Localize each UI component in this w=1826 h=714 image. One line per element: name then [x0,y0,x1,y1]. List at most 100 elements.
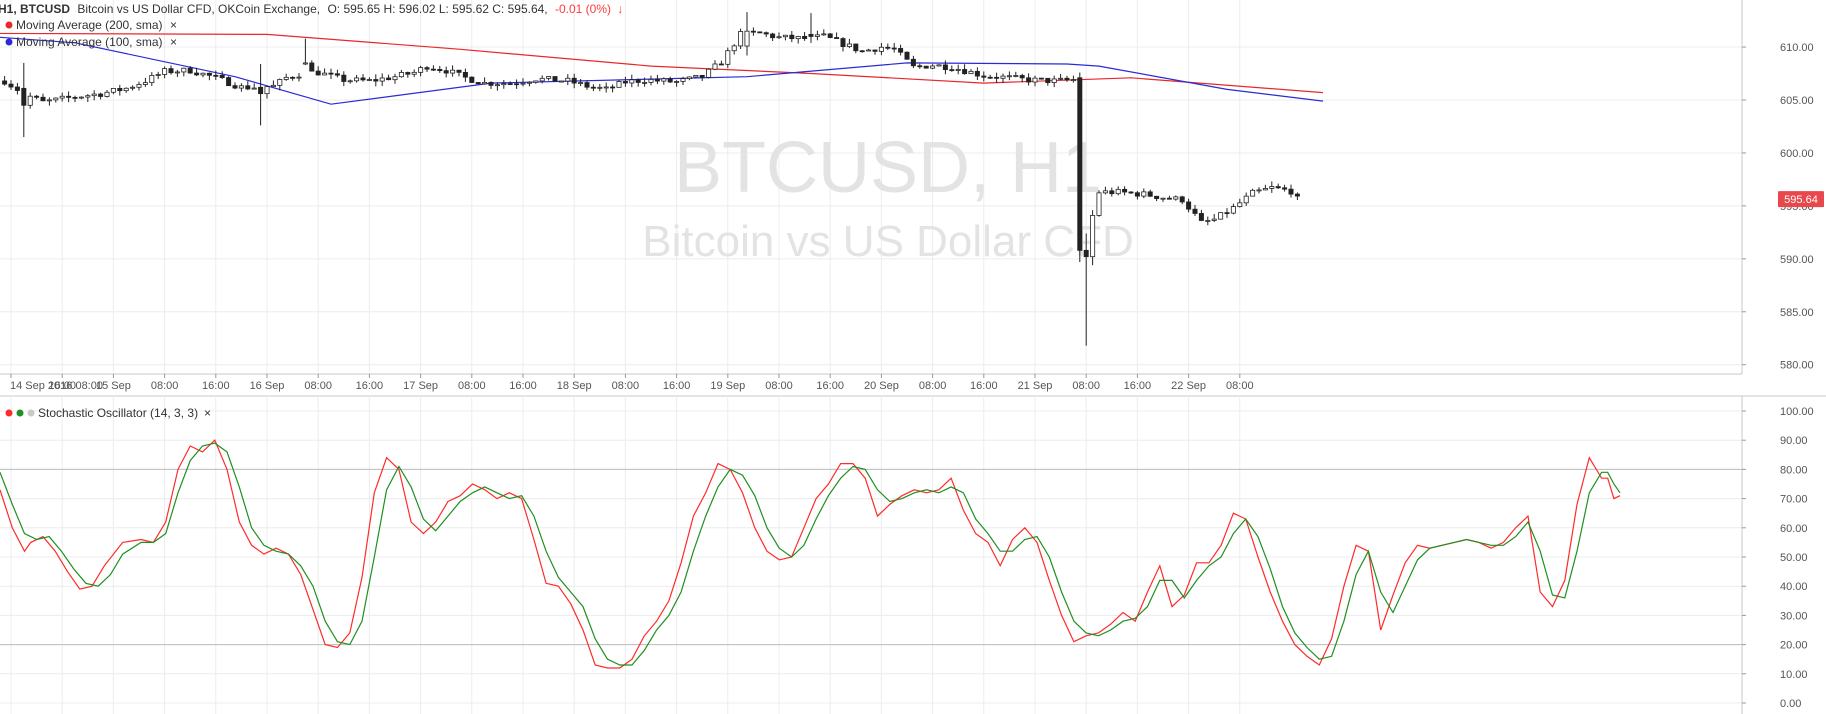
candle [1218,212,1224,220]
time-tick-label: 08:00 [765,380,793,392]
candle [526,81,532,87]
candle [1237,198,1243,208]
candle [795,35,801,44]
candle [1256,187,1262,194]
price-pane[interactable]: BTCUSD, H1 Bitcoin vs US Dollar CFD [0,0,1742,374]
candle-body [78,96,84,99]
candle-body [776,36,782,39]
candle-body [507,83,513,85]
stoch-tick-label: 30.00 [1780,610,1808,622]
candle [1013,71,1019,78]
candle-body [949,69,955,72]
candle-body [539,77,545,82]
price-tick-label: 610.00 [1780,42,1814,54]
stoch-tick-label: 70.00 [1780,494,1808,506]
symbol-label[interactable]: H1, BTCUSD [0,2,70,16]
candle [379,73,385,86]
candle-body [501,83,507,86]
candle [635,78,641,87]
candle-body [1269,186,1275,189]
candle-body [1019,75,1025,79]
candle-body [162,68,168,75]
candle [296,73,302,82]
candle-body [962,69,968,75]
candle [315,66,321,76]
candle [1122,186,1128,196]
stochastic-pane[interactable]: 100.00 90.00 80.00 70.00 60.00 50.00 40.00 30.0… [0,396,1814,714]
candle [590,84,596,92]
candle-body [853,43,859,52]
candle [885,43,891,51]
candle [354,74,360,83]
legend-stochastic[interactable]: Stochastic Oscillator (14, 3, 3) × [5,406,212,420]
price-tick-label: 585.00 [1780,307,1814,319]
candle [680,76,686,86]
candle [194,67,200,77]
candle [290,76,296,81]
candle-body [795,35,801,40]
candle [878,42,884,56]
candle-body [437,69,443,72]
candle [610,84,616,93]
candle [578,79,584,87]
candle-body [258,86,264,95]
legend-ma200[interactable]: Moving Average (200, sma) × [5,18,178,32]
time-tick-label: 08:00 [612,380,640,392]
candle-body [91,93,97,97]
candle [1243,192,1249,206]
candle [520,78,526,87]
candle [942,60,948,75]
candle [821,29,827,36]
legend-ma100[interactable]: Moving Average (100, sma) × [5,35,178,49]
candle [328,68,334,79]
close-icon[interactable]: × [204,406,211,420]
candle-body [206,72,212,76]
candle [501,79,507,89]
candle [1070,75,1076,83]
close-icon[interactable]: × [170,35,177,49]
price-axis[interactable]: 610.00605.00600.00595.00590.00585.00580.… [1741,0,1824,374]
candle [1192,205,1198,217]
candle [430,65,436,71]
candle [789,31,795,43]
candle-body [520,82,526,85]
candle [418,65,424,77]
candle-body [277,79,283,86]
candle [482,77,488,85]
candle [283,73,289,81]
candle [763,31,769,38]
candle [258,64,264,126]
candle-body [494,84,500,87]
close-icon[interactable]: × [170,18,177,32]
candle-body [72,96,78,99]
candle-body [245,85,251,90]
candle-body [1000,75,1006,79]
candle-body [1237,202,1243,207]
candle [648,75,654,86]
time-tick-label: 17 Sep [403,380,438,392]
candle [827,33,833,39]
candle-body [136,84,142,88]
candle [776,32,782,39]
candle-body [1282,187,1288,190]
candle [1026,73,1032,86]
candle-body [942,64,948,71]
candle [2,76,8,86]
candle [1166,195,1172,200]
candle-body [392,76,398,81]
current-price-badge: 595.64 [1778,191,1824,208]
candle-body [219,74,225,78]
candle-body [34,95,40,98]
candle-body [59,95,65,99]
candle-body [40,96,46,102]
candle-body [424,67,430,70]
candle [219,71,225,80]
ma100-label: Moving Average (100, sma) [16,35,163,49]
candle [450,65,456,77]
candle-body [373,79,379,82]
candle-body [226,77,232,87]
candle-body [168,68,174,74]
